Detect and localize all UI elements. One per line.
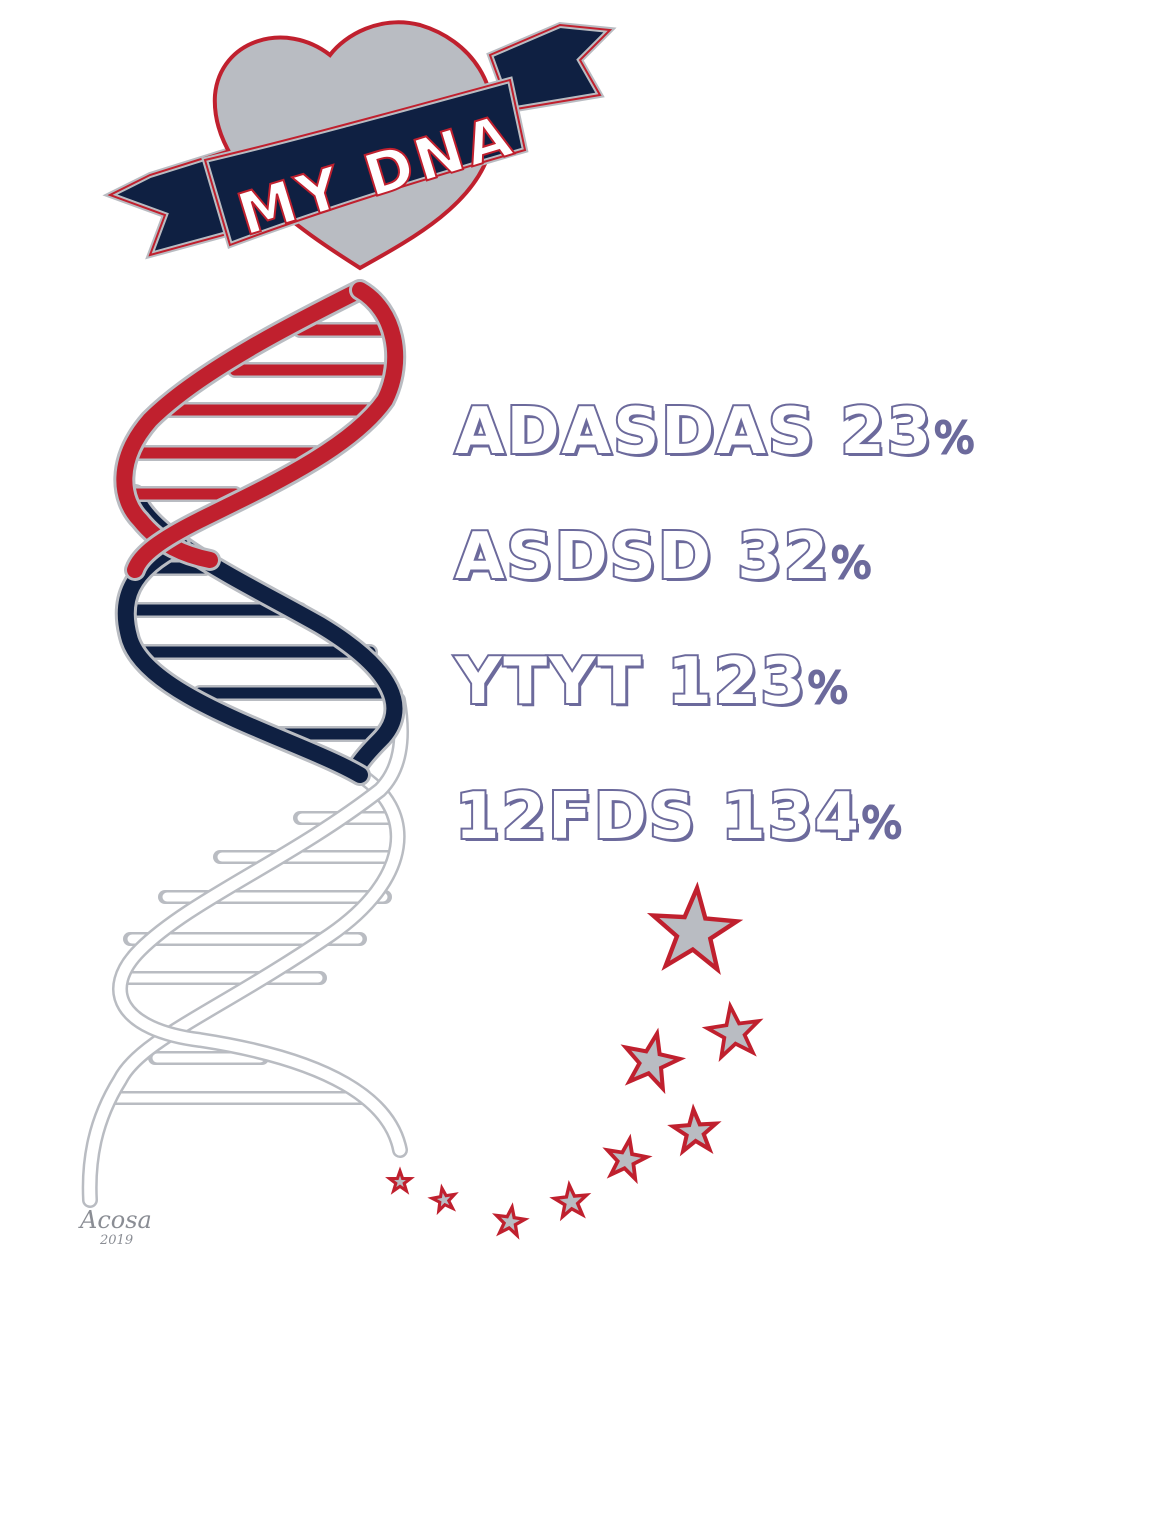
stat-unit: % [860, 798, 904, 849]
stat-label: ASDSD [453, 520, 713, 594]
star-3 [492, 1203, 528, 1238]
stat-value: 123 [665, 645, 807, 719]
stat-label: YTYT [453, 645, 643, 719]
helix-strand-silver-b-inner [114, 694, 407, 1156]
star-1 [387, 1169, 413, 1193]
star-6 [672, 1108, 718, 1152]
stat-value: 32 [735, 520, 831, 594]
stat-unit: % [932, 413, 976, 464]
star-2 [429, 1184, 459, 1214]
stat-value: 134 [719, 780, 861, 854]
helix-rungs-silver [108, 811, 402, 1105]
stat-label: 12FDS [453, 780, 697, 854]
star-5 [601, 1133, 652, 1183]
star-7 [619, 1028, 684, 1091]
signature: Acosa 2019 [78, 1206, 152, 1248]
star-4 [551, 1181, 591, 1220]
stars-trail [387, 885, 765, 1238]
star-8 [702, 1000, 765, 1061]
star-9 [650, 885, 739, 970]
signature-year: 2019 [99, 1233, 133, 1248]
stat-unit: % [806, 663, 850, 714]
stat-value: 23 [838, 395, 934, 469]
stat-unit: % [829, 538, 873, 589]
helix-strand-red-b-inner [127, 282, 404, 578]
stat-label: ADASDAS [453, 395, 817, 469]
stat-line-4: 12FDS 134% [453, 783, 904, 851]
banner-ribbon-outline [203, 78, 527, 247]
helix-strand-silver-a-inner [84, 766, 404, 1206]
heart-banner-logo: MY DNA [102, 20, 617, 271]
stat-line-3: YTYT 123% [453, 648, 850, 716]
stat-line-1: ADASDAS 23% [453, 398, 976, 466]
stat-line-2: ASDSD 32% [453, 523, 873, 591]
helix-rungs-red [120, 322, 403, 502]
dna-helix [81, 279, 409, 1208]
signature-name: Acosa [78, 1206, 152, 1234]
